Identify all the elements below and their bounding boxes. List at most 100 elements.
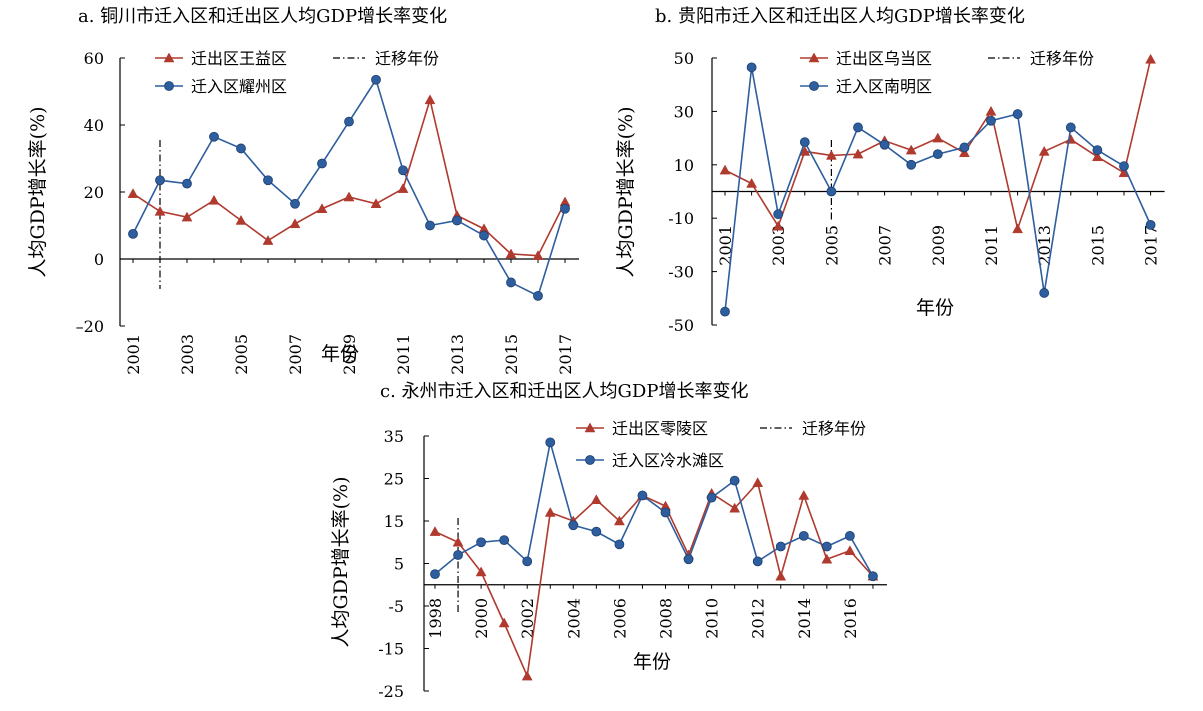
x-tick-label: 2007 [286,334,305,375]
y-tick-label: 10 [674,156,694,175]
y-tick-label: -15 [378,640,404,659]
data-point-out [752,477,764,487]
y-tick-label: 60 [84,49,104,68]
y-tick-label: -10 [668,209,694,228]
data-point-out [844,545,856,555]
x-tick-label: 2005 [822,225,841,266]
x-tick-label: 2011 [982,225,1001,266]
data-point-out [798,489,810,500]
data-point-in [826,186,837,197]
legend-label: 迁出区零陵区 [612,419,708,438]
data-point-out [532,250,544,260]
data-point-in [868,571,878,582]
data-point-in [932,149,943,160]
data-point-out [1065,133,1077,144]
legend-marker-circle-icon [585,455,595,465]
data-point-in [476,537,487,548]
y-tick-label: 35 [384,427,404,446]
data-point-in [425,220,435,231]
data-point-in [1039,288,1050,298]
legend-label: 迁入区南明区 [836,77,932,96]
data-point-out [429,526,441,536]
data-point-in [398,165,408,176]
legend-label: 迁出区王益区 [191,49,287,68]
data-point-in [853,122,863,133]
data-point-out [343,191,355,202]
x-tick-label: 2017 [1142,225,1161,266]
legend-marker-circle-icon [809,81,819,91]
data-point-in [746,62,757,73]
data-point-in [182,178,192,189]
data-point-in [1065,122,1076,133]
x-axis-label: 年份 [916,297,954,319]
data-point-in [1012,109,1023,119]
data-point-in [506,277,516,288]
data-point-in [236,143,246,154]
data-point-in [479,230,489,241]
y-tick-label: 40 [84,116,104,135]
data-point-in [986,115,996,126]
y-tick-label: -50 [668,316,694,335]
legend-label: 迁移年份 [802,419,866,438]
legend-label: 迁入区耀州区 [191,77,287,96]
data-point-out [544,506,556,517]
data-point-in [155,175,165,186]
data-point-out [1012,223,1024,234]
y-axis-label: 人均GDP增长率(%) [27,106,49,277]
x-tick-label: 2014 [795,598,814,639]
data-point-out [852,148,864,159]
data-point-in [290,198,300,209]
data-point-out [316,203,328,213]
chart-panel-b: b. 贵阳市迁入区和迁出区人均GDP增长率变化 50 30 10 -10 -30 -50 20… [615,6,1165,335]
x-tick-label: 2004 [564,598,583,639]
data-point-out [772,220,784,231]
y-tick-label: 15 [384,512,404,531]
x-tick-label: 2015 [502,334,521,375]
data-point-in [614,539,625,550]
data-point-out [1091,151,1103,162]
legend-marker-triangle-icon [808,52,820,63]
data-point-in [522,556,533,567]
data-point-out [932,132,944,143]
data-point-in [706,492,717,503]
data-point-out [452,536,464,547]
y-tick-label: -25 [378,682,404,701]
data-point-in [683,554,694,565]
data-point-out [424,94,436,105]
x-tick-label: 2017 [556,334,575,375]
data-point-out [1038,145,1050,156]
legend-label: 迁入区冷水滩区 [612,451,724,470]
data-point-in [729,475,740,486]
data-point-out [289,218,301,229]
x-axis-label: 年份 [633,651,671,673]
x-tick-label: 2009 [929,225,948,266]
x-tick-label: 2007 [876,225,895,266]
data-point-out [821,553,833,564]
data-point-in [775,541,786,552]
data-point-out [208,194,220,205]
series-line-in [132,77,566,297]
chart-panel-c: c. 永州市迁入区和迁出区人均GDP增长率变化 35 25 15 5 -5 -15 -25 19… [330,381,887,701]
data-point-in [845,530,855,541]
data-point-in [344,116,354,127]
data-point-in [660,507,671,518]
series-line-out [724,59,1152,232]
data-point-in [533,290,543,301]
y-tick-label: 20 [84,183,104,202]
data-point-in [1119,161,1129,172]
y-tick-label: 25 [384,470,404,489]
x-tick-label: 2005 [232,334,251,375]
y-tick-label: 30 [674,102,694,121]
data-point-in [720,306,730,317]
data-point-in [560,203,570,214]
x-tick-label: 2008 [657,598,676,639]
data-point-in [452,215,462,226]
legend-label: 迁出区乌当区 [836,49,932,68]
x-tick-label: 2000 [472,598,491,639]
data-point-in [1092,145,1103,156]
data-point-in [453,550,463,560]
y-tick-label: 50 [674,49,694,68]
data-point-in [637,490,648,501]
